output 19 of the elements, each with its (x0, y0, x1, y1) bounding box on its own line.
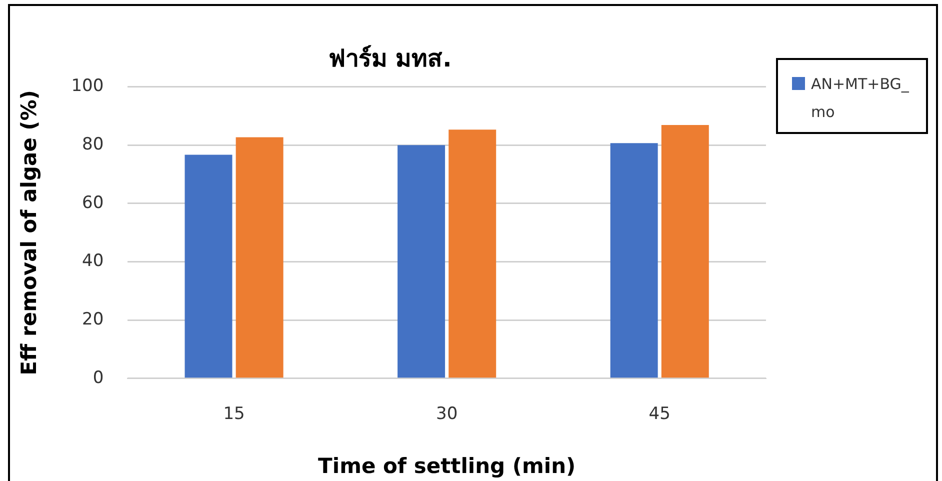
y-tick-label: 40 (82, 251, 104, 272)
bar (610, 143, 658, 378)
bar (448, 130, 496, 378)
x-tick-label: 15 (223, 404, 245, 424)
x-tick-label: 30 (436, 404, 458, 424)
y-tick-label: 100 (71, 76, 104, 96)
y-tick-label: 60 (82, 192, 104, 213)
chart-title: ฟาร์ม มทส. (328, 44, 452, 73)
x-axis-title: Time of settling (min) (318, 454, 576, 478)
y-tick-label: 80 (82, 134, 104, 155)
bar (236, 137, 284, 378)
bar (661, 125, 709, 378)
x-tick-label: 45 (648, 404, 670, 424)
y-axis-title: Eff removal of algae (%) (17, 90, 42, 376)
y-tick-label: 20 (82, 310, 104, 330)
y-tick-label: 0 (92, 368, 104, 388)
bar (184, 154, 232, 378)
legend-label: AN+MT+BG_mo (811, 74, 910, 123)
bar (398, 145, 446, 378)
